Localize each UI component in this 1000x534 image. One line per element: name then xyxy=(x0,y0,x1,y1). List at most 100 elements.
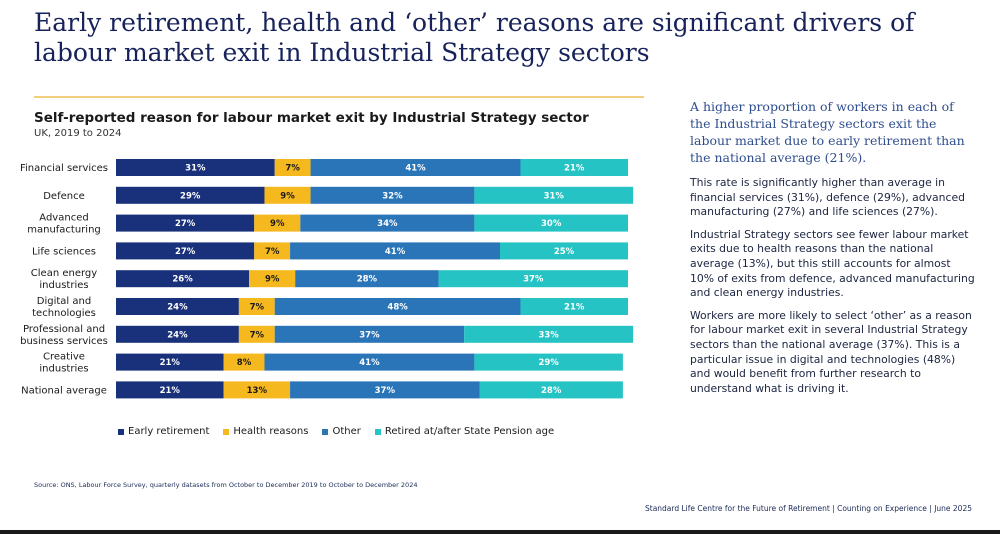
legend-label: Other xyxy=(332,426,361,437)
data-label: 32% xyxy=(382,191,403,201)
data-label: 9% xyxy=(265,275,280,285)
bar-segment xyxy=(116,381,224,399)
data-label: 29% xyxy=(538,358,559,368)
bar-segment xyxy=(116,159,275,176)
chart-legend: Early retirement Health reasons Other Retir… xyxy=(118,426,554,437)
data-label: 13% xyxy=(247,386,268,396)
data-label: 41% xyxy=(359,358,380,368)
data-label: 7% xyxy=(265,247,280,257)
data-label: 21% xyxy=(160,386,181,396)
data-label: 21% xyxy=(564,164,585,174)
bar-segment xyxy=(254,242,291,260)
bar-segment xyxy=(116,353,224,371)
data-label: 33% xyxy=(538,330,559,340)
data-label: 29% xyxy=(180,191,201,201)
bar-segment xyxy=(274,298,521,315)
legend-swatch xyxy=(374,428,381,435)
bar-segment xyxy=(464,325,634,343)
chart-title: Self-reported reason for labour market e… xyxy=(34,110,589,126)
data-label: 28% xyxy=(541,386,562,396)
bar-segment xyxy=(274,325,465,343)
data-label: 27% xyxy=(175,247,196,257)
bar-segment xyxy=(300,214,475,232)
bar-segment xyxy=(274,159,311,176)
bar-segment xyxy=(474,186,634,204)
data-label: 41% xyxy=(405,164,426,174)
bar-segment xyxy=(500,242,628,260)
legend-item: Health reasons xyxy=(223,426,308,437)
bar-segment xyxy=(264,186,311,204)
data-label: 37% xyxy=(523,275,544,285)
data-label: 7% xyxy=(250,330,265,340)
title-divider xyxy=(34,96,644,98)
bar-segment xyxy=(438,270,628,288)
data-label: 24% xyxy=(167,330,188,340)
commentary-lead: A higher proportion of workers in each o… xyxy=(690,99,965,165)
commentary-paragraph: Workers are more likely to select ‘other… xyxy=(690,308,972,395)
bar-segment xyxy=(474,214,628,232)
bar-segment xyxy=(116,242,255,260)
bar-segment xyxy=(249,270,296,288)
commentary-panel: A higher proportion of workers in each o… xyxy=(690,98,975,404)
category-label: Advanced manufacturing xyxy=(27,213,101,236)
bottom-border xyxy=(0,530,1000,534)
data-label: 27% xyxy=(175,219,196,229)
bar-segment xyxy=(520,298,628,315)
bar-segment xyxy=(295,270,439,288)
category-label: Financial services xyxy=(20,163,108,174)
bar-segment xyxy=(116,270,250,288)
legend-swatch xyxy=(223,428,230,435)
data-label: 28% xyxy=(357,275,378,285)
bar-segment xyxy=(116,298,239,315)
legend-item: Retired at/after State Pension age xyxy=(374,426,554,437)
bar-segment xyxy=(116,214,255,232)
category-label: Professional and business services xyxy=(20,324,108,347)
chart-subtitle: UK, 2019 to 2024 xyxy=(34,128,122,139)
slide-title: Early retirement, health and ‘other’ rea… xyxy=(34,8,915,67)
data-label: 8% xyxy=(237,358,252,368)
legend-label: Health reasons xyxy=(233,426,309,437)
bar-segment xyxy=(479,381,623,399)
bar-segment xyxy=(223,353,265,371)
data-label: 21% xyxy=(160,358,181,368)
footer-credits: Standard Life Centre for the Future of R… xyxy=(645,504,972,513)
legend-item: Other xyxy=(322,426,361,437)
data-label: 24% xyxy=(167,303,188,313)
data-label: 37% xyxy=(359,330,380,340)
bar-segment xyxy=(474,353,623,371)
category-label: Digital and technologies xyxy=(32,296,96,319)
bar-segment xyxy=(520,159,628,176)
source-note: Source: ONS, Labour Force Survey, quarte… xyxy=(34,481,418,489)
bar-segment xyxy=(238,325,275,343)
data-label: 41% xyxy=(385,247,406,257)
category-label: Clean energy industries xyxy=(31,268,97,291)
commentary-paragraph: This rate is significantly higher than a… xyxy=(690,176,965,219)
bar-segment xyxy=(254,214,301,232)
bar-segment xyxy=(116,325,239,343)
data-label: 31% xyxy=(185,164,206,174)
legend-swatch xyxy=(322,428,329,435)
bar-segment xyxy=(116,186,265,204)
data-label: 48% xyxy=(387,303,408,313)
data-label: 9% xyxy=(270,219,285,229)
data-label: 9% xyxy=(280,191,295,201)
bar-segment xyxy=(290,381,480,399)
legend-item: Early retirement xyxy=(118,426,209,437)
bar-segment xyxy=(310,186,475,204)
category-label: Life sciences xyxy=(32,246,96,257)
data-label: 7% xyxy=(250,303,265,313)
stacked-bar-chart: Financial services 31% 7% 41% 21% Defence 29% 9… xyxy=(20,159,634,399)
bar-segment xyxy=(290,242,500,260)
data-label: 31% xyxy=(544,191,565,201)
data-label: 7% xyxy=(285,164,300,174)
data-label: 21% xyxy=(564,303,585,313)
bar-segment xyxy=(223,381,291,399)
legend-label: Early retirement xyxy=(128,426,210,437)
bar-segment xyxy=(264,353,475,371)
category-label: National average xyxy=(21,385,107,396)
commentary-paragraph: Industrial Strategy sectors see fewer la… xyxy=(690,227,975,300)
data-label: 26% xyxy=(172,275,193,285)
bar-segment xyxy=(310,159,521,176)
data-label: 25% xyxy=(554,247,575,257)
data-label: 34% xyxy=(377,219,398,229)
